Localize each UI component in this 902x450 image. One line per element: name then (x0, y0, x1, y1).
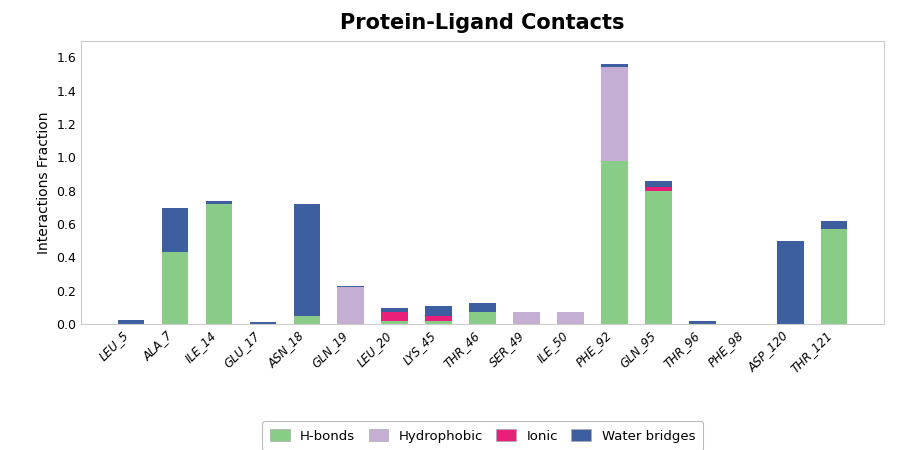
Legend: H-bonds, Hydrophobic, Ionic, Water bridges: H-bonds, Hydrophobic, Ionic, Water bridg… (262, 421, 704, 450)
Bar (645, 191, 672, 324)
Bar (161, 252, 188, 324)
Bar (469, 303, 496, 312)
Bar (602, 161, 628, 324)
Bar (161, 208, 188, 252)
Bar (337, 287, 364, 324)
Bar (293, 204, 320, 315)
Bar (557, 312, 584, 324)
Bar (206, 204, 232, 324)
Bar (426, 306, 452, 315)
Bar (382, 321, 408, 324)
Bar (382, 312, 408, 321)
Bar (602, 64, 628, 67)
Title: Protein-Ligand Contacts: Protein-Ligand Contacts (340, 14, 625, 33)
Bar (645, 180, 672, 187)
Bar (426, 321, 452, 324)
Bar (293, 315, 320, 324)
Bar (821, 221, 848, 229)
Bar (602, 67, 628, 161)
Bar (778, 241, 804, 324)
Bar (426, 315, 452, 321)
Bar (250, 322, 276, 324)
Bar (513, 312, 539, 324)
Bar (206, 201, 232, 204)
Bar (469, 312, 496, 324)
Bar (382, 308, 408, 312)
Y-axis label: Interactions Fraction: Interactions Fraction (37, 111, 51, 253)
Bar (821, 229, 848, 324)
Bar (689, 321, 715, 324)
Bar (117, 320, 144, 324)
Bar (645, 187, 672, 191)
